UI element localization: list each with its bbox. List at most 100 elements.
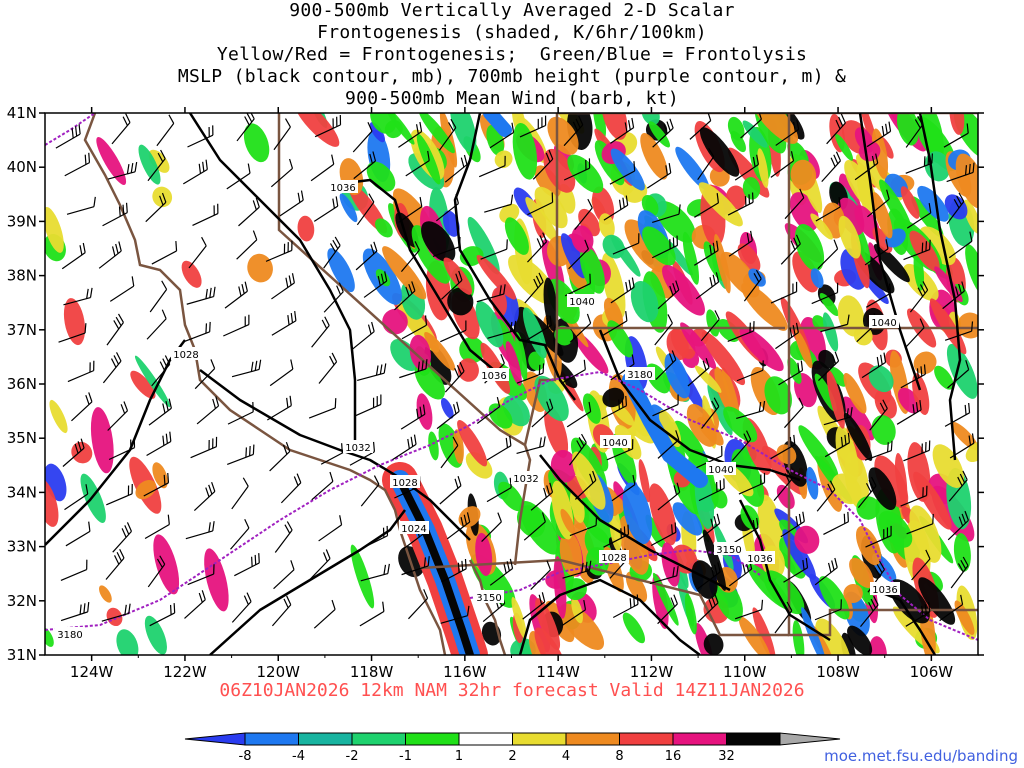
barb-flag (749, 230, 753, 241)
barb-flag (503, 563, 507, 574)
barb-flag (111, 246, 116, 257)
barb-flag (585, 160, 587, 170)
wind-barb (398, 196, 423, 223)
barb-shaft (266, 405, 292, 421)
barb-shaft (861, 361, 886, 379)
barb-flag (802, 560, 805, 570)
barb-flag (847, 432, 851, 443)
shade-cell (525, 197, 560, 244)
barb-shaft (61, 252, 86, 270)
wind-barb (821, 151, 842, 183)
barb-flag (667, 314, 673, 324)
barb-flag (584, 239, 589, 250)
wind-barb (182, 159, 208, 185)
barb-flag (631, 439, 634, 449)
wind-barb (519, 115, 547, 138)
barb-shaft (149, 289, 168, 313)
barb-shaft (697, 156, 715, 181)
barb-flag (542, 232, 548, 242)
barb-flag (115, 352, 122, 362)
barb-flag (283, 598, 289, 609)
wind-barb (196, 396, 220, 425)
wind-barb (238, 197, 260, 227)
barb-shaft (560, 369, 586, 385)
barb-flag (382, 601, 385, 612)
credit-url[interactable]: moe.met.fsu.edu/banding (824, 747, 1018, 765)
state-border (419, 558, 789, 637)
shade-cell (63, 298, 86, 346)
barb-flag (332, 239, 339, 250)
barb-flag (585, 561, 588, 572)
shade-cell (603, 297, 624, 331)
wind-barb (727, 321, 755, 343)
mslp-label: 1028 (392, 478, 417, 489)
wind-barb (610, 117, 635, 144)
wind-barb (360, 475, 380, 507)
barb-shaft (949, 442, 975, 459)
barb-flag (387, 563, 390, 574)
barb-flag (925, 241, 928, 252)
shade-cell (843, 412, 873, 461)
title-line-5: 900-500mb Mean Wind (barb, kt) (344, 88, 680, 109)
mslp-label-bg (511, 471, 541, 484)
barb-shaft (823, 521, 849, 535)
barb-shaft (311, 325, 330, 348)
barb-shaft (400, 249, 420, 273)
barb-flag (367, 121, 373, 132)
barb-flag (756, 154, 759, 165)
barb-shaft (563, 124, 584, 147)
wind-barb (689, 113, 712, 140)
barb-flag (288, 275, 292, 286)
barb-flag (712, 242, 716, 253)
wind-barb (603, 195, 629, 221)
barb-flag (286, 397, 289, 408)
barb-shaft (823, 416, 851, 426)
barb-shaft (271, 320, 297, 336)
barb-flag (460, 157, 465, 168)
colorbar-segment (726, 732, 781, 746)
barb-flag (376, 396, 378, 407)
barb-shaft (355, 403, 382, 417)
barb-shaft (231, 368, 260, 378)
shade-cell (106, 607, 123, 627)
barb-flag (500, 353, 505, 364)
colorbar-segment (512, 732, 567, 746)
shade-cell (494, 150, 513, 169)
barb-flag (583, 599, 587, 610)
barb-shaft (568, 442, 587, 466)
barb-flag (633, 596, 636, 607)
wind-barb (58, 323, 87, 343)
barb-shaft (489, 131, 514, 149)
barb-flag (748, 194, 751, 205)
barb-flag (201, 590, 206, 600)
barb-flag (113, 355, 120, 365)
barb-flag (746, 233, 750, 243)
barb-shaft (689, 120, 712, 140)
shade-cell (944, 194, 968, 220)
shade-cell (911, 196, 944, 238)
barb-shaft (527, 241, 547, 263)
barb-flag (827, 562, 832, 573)
barb-shaft (775, 128, 800, 146)
barb-flag (792, 121, 796, 132)
barb-flag (208, 127, 210, 137)
lat-tick-label: 36N (7, 375, 37, 393)
barb-flag (417, 361, 420, 372)
barb-flag (631, 354, 635, 365)
barb-shaft (353, 160, 376, 180)
wind-barb (106, 313, 124, 346)
barb-flag (713, 397, 720, 407)
barb-shaft (816, 489, 836, 512)
barb-flag (551, 192, 554, 203)
barb-shaft (743, 278, 762, 302)
barb-flag (710, 567, 715, 577)
wind-barb (823, 511, 849, 535)
wind-barb (784, 188, 805, 220)
wind-barb (236, 113, 255, 142)
barb-shaft (323, 245, 341, 269)
shade-cell (181, 260, 202, 288)
shade-cell (843, 372, 867, 414)
barb-shaft (360, 572, 388, 582)
barb-shaft (64, 493, 89, 511)
barb-flag (287, 315, 290, 325)
